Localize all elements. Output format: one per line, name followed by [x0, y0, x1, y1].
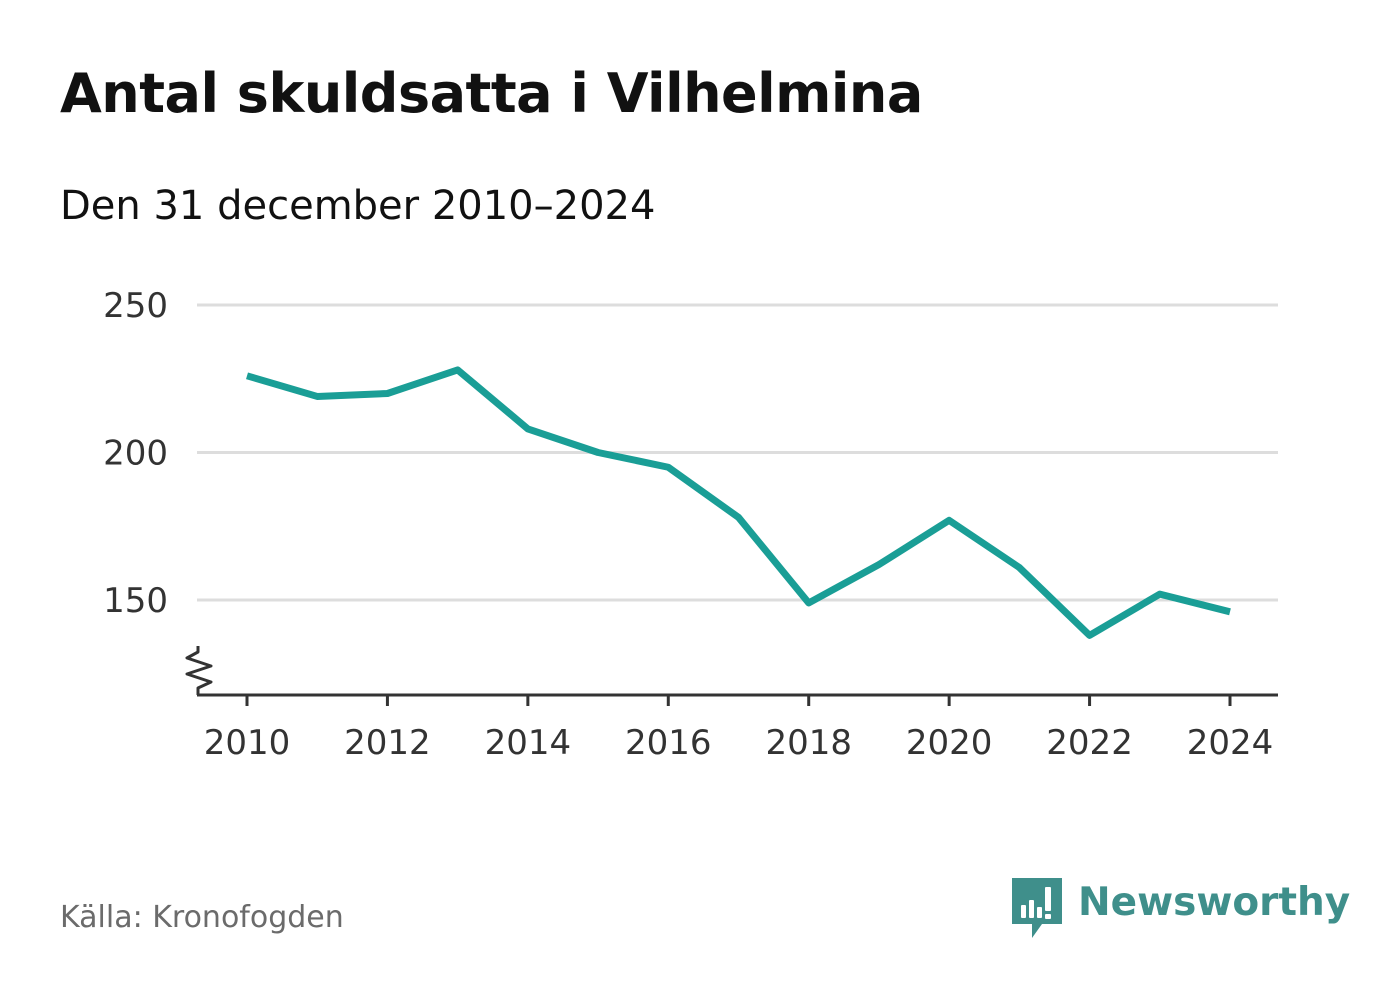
x-tick-label: 2016: [625, 723, 712, 763]
series-line-path: [246, 366, 1231, 639]
x-tick-label: 2024: [1187, 723, 1274, 763]
brand: Newsworthy: [1012, 878, 1350, 942]
gridlines: [197, 303, 1278, 602]
y-tick-label: 200: [103, 434, 168, 474]
x-tick-label: 2020: [906, 723, 993, 763]
x-tick-label: 2022: [1046, 723, 1133, 763]
x-tick-label: 2014: [485, 723, 572, 763]
y-axis-ticks: 150 200 250: [103, 286, 168, 621]
brand-name: Newsworthy: [1078, 880, 1351, 925]
chart-title: Antal skuldsatta i Vilhelmina: [60, 62, 923, 125]
newsworthy-logo-icon: [1012, 878, 1062, 938]
x-tick-label: 2010: [204, 723, 291, 763]
x-axis: 2010 2012 2014 2016 2018 2020 2022 2024: [185, 646, 1278, 763]
y-tick-label: 150: [103, 581, 168, 621]
source-note: Källa: Kronofogden: [60, 900, 344, 935]
y-tick-label: 250: [103, 286, 168, 326]
x-tick-label: 2018: [765, 723, 852, 763]
x-tick-label: 2012: [344, 723, 431, 763]
series-line: [246, 366, 1231, 639]
axis-break-icon: [185, 646, 213, 695]
chart-subtitle: Den 31 december 2010–2024: [60, 183, 656, 229]
